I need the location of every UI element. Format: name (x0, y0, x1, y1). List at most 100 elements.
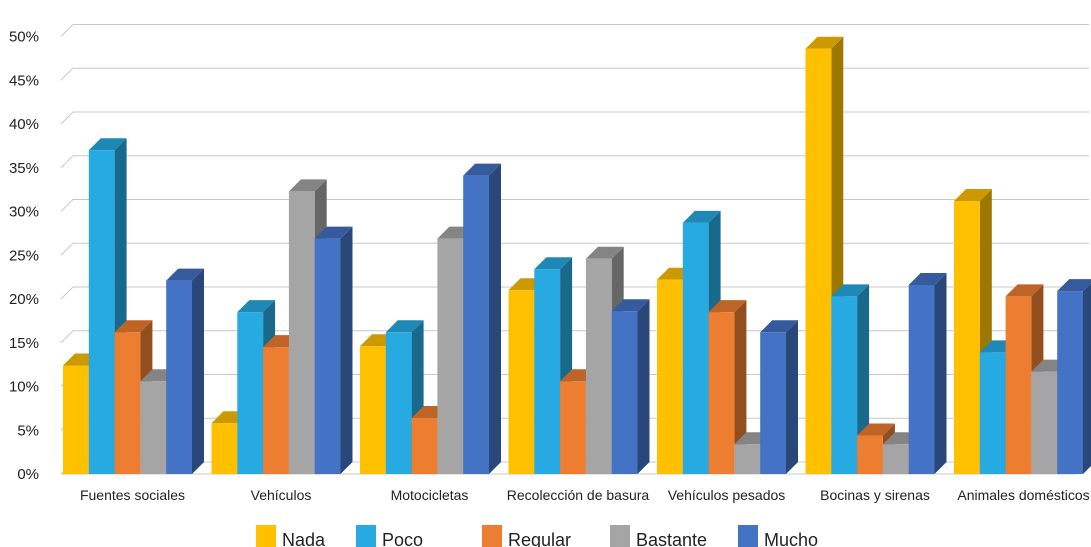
bar-side (637, 299, 650, 474)
bar-front (140, 381, 167, 474)
gridline-depth (60, 199, 74, 212)
y-tick-label: 40% (9, 116, 39, 133)
bar-top (954, 189, 992, 201)
bar-side (934, 273, 947, 474)
legend-item: Mucho (738, 525, 818, 547)
bar-front (314, 238, 341, 474)
bar-side (340, 226, 353, 474)
y-tick-label: 25% (9, 247, 39, 264)
legend-swatch (356, 525, 376, 547)
bar-top (908, 273, 947, 285)
bar-front (908, 285, 935, 474)
bar-front (211, 423, 238, 474)
bar-top (682, 210, 721, 223)
legend-label: Bastante (636, 530, 707, 547)
legend: Nada Poco Regular Bastante Mucho (256, 525, 818, 547)
bar-side (192, 268, 204, 474)
bar (611, 299, 650, 474)
bar-top (1057, 279, 1091, 292)
y-tick-label: 50% (9, 29, 39, 46)
x-axis: Fuentes sociales Vehículos Motocicletas Rec… (80, 487, 1090, 503)
bar-top (534, 257, 573, 270)
bar-front (1031, 371, 1058, 474)
bar-top (114, 320, 153, 333)
bar-front (657, 279, 683, 474)
gridline-depth (60, 111, 74, 125)
bar-front (411, 418, 438, 474)
bar-front (1057, 291, 1083, 474)
bar (463, 163, 501, 474)
legend-item: Nada (256, 525, 326, 547)
bar-front (385, 332, 412, 474)
bar-front (114, 332, 141, 474)
bar (314, 226, 353, 474)
bar-top (708, 300, 747, 313)
x-tick-label: Fuentes sociales (80, 487, 185, 503)
bars (63, 36, 1091, 474)
bar-front (560, 381, 586, 474)
bar-front (534, 269, 561, 474)
bar-front (805, 48, 832, 474)
bar-side (1083, 283, 1091, 474)
bar-front (760, 332, 786, 474)
bar (1057, 279, 1091, 474)
bar-top (831, 284, 870, 297)
x-tick-label: Vehículos pesados (668, 487, 786, 503)
legend-swatch (738, 525, 758, 547)
legend-item: Poco (356, 525, 423, 547)
legend-swatch (482, 525, 502, 547)
bar-front (585, 258, 612, 474)
x-tick-label: Recolección de basura (507, 487, 650, 503)
legend-item: Bastante (610, 525, 707, 547)
bar-side (734, 300, 747, 474)
bar-top (585, 246, 624, 259)
bar-side (489, 163, 501, 474)
gridline-depth (60, 286, 74, 300)
bar-top (805, 36, 844, 49)
y-tick-label: 20% (9, 291, 39, 308)
bar-front (263, 347, 289, 474)
bar-top (288, 179, 327, 192)
y-tick-label: 0% (17, 466, 39, 483)
bar-front (1005, 296, 1032, 474)
bar-front (88, 150, 115, 474)
bar-front (831, 296, 858, 474)
gridline-depth (60, 155, 74, 169)
bar-front (954, 201, 980, 474)
bar-top (1005, 284, 1044, 297)
bar (166, 268, 204, 474)
bar-front (63, 365, 89, 474)
bar-top (314, 226, 353, 239)
legend-label: Poco (382, 530, 423, 547)
bar-top (166, 268, 204, 281)
gridline-depth (60, 330, 74, 344)
bar-front (611, 311, 638, 474)
legend-label: Nada (282, 530, 326, 547)
bar-front (734, 444, 761, 474)
y-tick-label: 35% (9, 160, 39, 177)
legend-label: Mucho (764, 530, 818, 547)
bar-top (88, 138, 127, 151)
bar-top (760, 320, 798, 333)
bar-side (786, 320, 798, 474)
bar (708, 300, 747, 474)
y-axis: 0% 5% 10% 15% 20% 25% 30% 35% 40% 45% 50% (9, 29, 39, 484)
bar-top (611, 299, 650, 312)
bar-top (385, 320, 424, 333)
legend-swatch (610, 525, 630, 547)
legend-item: Regular (482, 525, 571, 547)
y-tick-label: 10% (9, 379, 39, 396)
gridline-depth (60, 24, 74, 37)
bar-front (437, 238, 464, 474)
legend-swatch (256, 525, 276, 547)
bar-front (237, 312, 264, 474)
bar-front (508, 290, 535, 474)
bar-top (237, 300, 276, 313)
legend-label: Regular (508, 530, 571, 547)
bar (908, 273, 947, 474)
y-tick-label: 15% (9, 335, 39, 352)
bar-top (463, 163, 501, 176)
bar-top (857, 423, 895, 436)
x-tick-label: Vehículos (251, 487, 312, 503)
